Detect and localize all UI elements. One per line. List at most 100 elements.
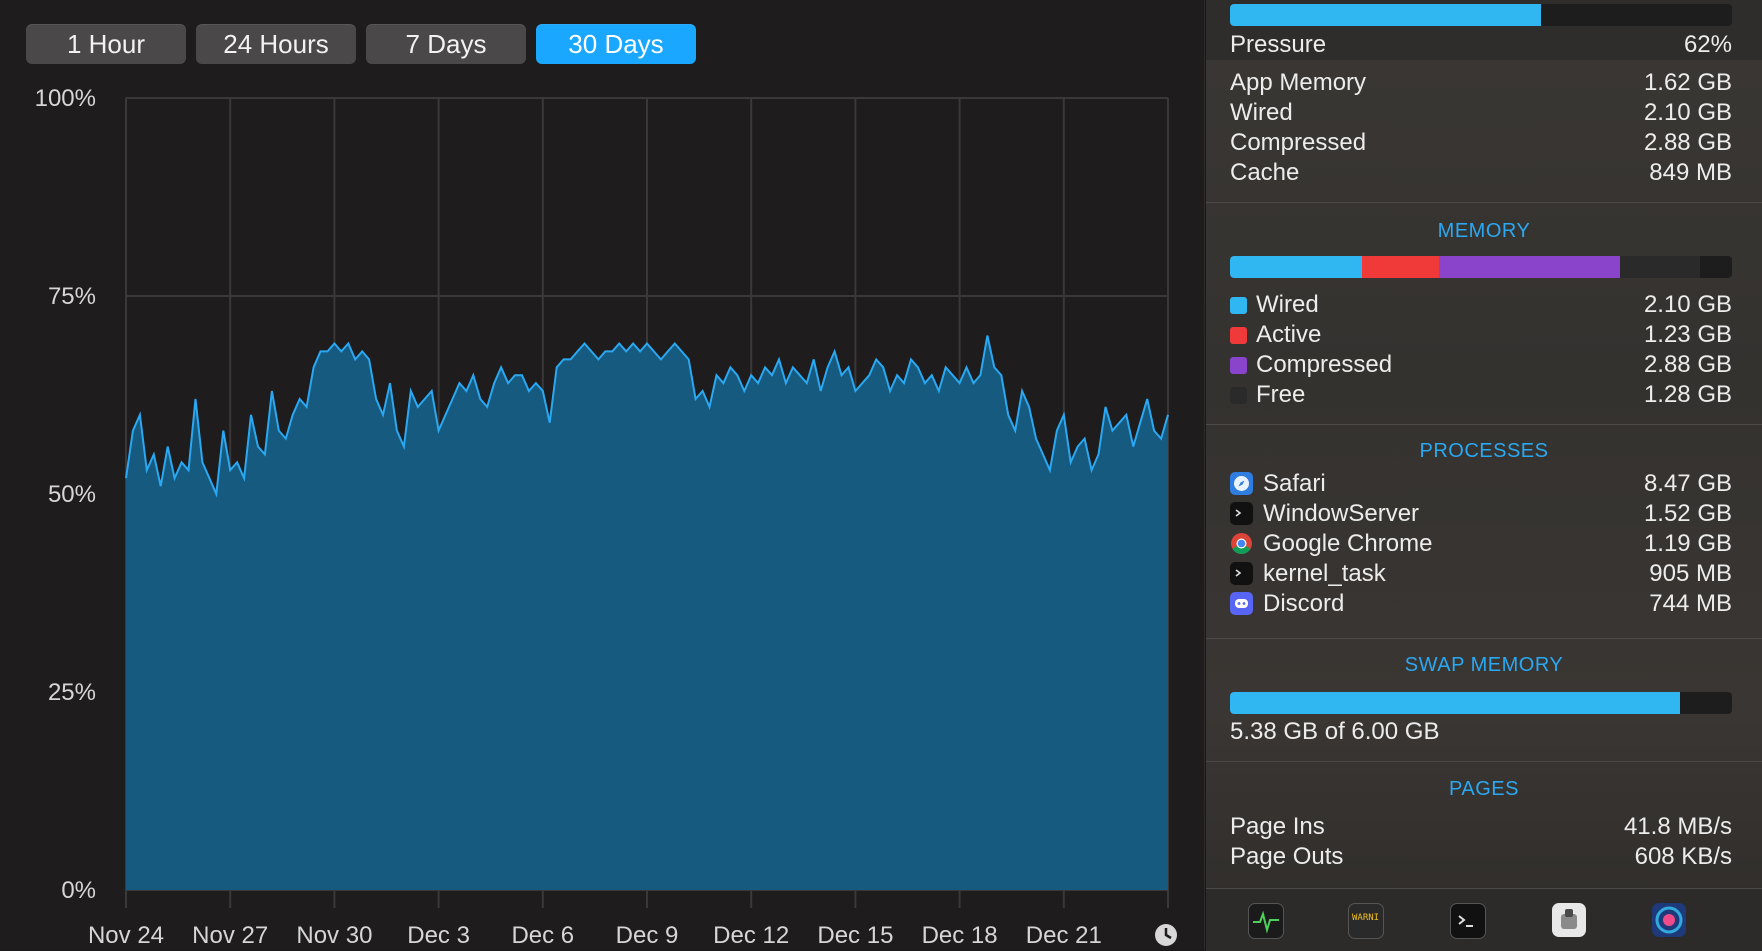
- pressure-row: Pressure 62%: [1230, 30, 1732, 60]
- process-row[interactable]: kernel_task 905 MB: [1230, 559, 1732, 589]
- console-icon[interactable]: WARNI: [1348, 903, 1384, 939]
- x-tick-label: Dec 15: [817, 922, 893, 949]
- pressure-bar-fill: [1230, 4, 1542, 26]
- chrome-icon: [1230, 532, 1253, 555]
- console-icon-text: WARNI: [1352, 913, 1380, 923]
- swap-section-title: SWAP MEMORY: [1404, 654, 1564, 676]
- compressed-swatch: [1230, 357, 1247, 374]
- process-name: Safari: [1263, 470, 1326, 497]
- range-button-1-hour[interactable]: 1 Hour: [26, 24, 186, 64]
- pressure-label: Pressure: [1230, 31, 1327, 58]
- process-name: kernel_task: [1263, 560, 1386, 587]
- memory-breakdown-bar: [1230, 256, 1732, 278]
- summary-row: Wired 2.10 GB: [1230, 98, 1732, 128]
- memory-area-fill: [126, 335, 1168, 891]
- memory-row-active: Active 1.23 GB: [1230, 320, 1732, 350]
- summary-label: Cache: [1230, 159, 1300, 186]
- free-swatch: [1230, 387, 1247, 404]
- process-memory: 905 MB: [1649, 560, 1732, 587]
- x-tick-label: Nov 27: [192, 922, 268, 949]
- divider: [1206, 202, 1762, 203]
- x-tick-label: Dec 18: [922, 922, 998, 949]
- process-memory: 744 MB: [1649, 590, 1732, 617]
- process-row[interactable]: WindowServer 1.52 GB: [1230, 499, 1732, 529]
- memory-section-title: MEMORY: [1437, 220, 1531, 242]
- y-tick-label: 25%: [48, 679, 96, 706]
- activity-monitor-icon[interactable]: [1248, 903, 1284, 939]
- chart-area: [125, 335, 1169, 891]
- memory-value: 2.88 GB: [1643, 351, 1732, 378]
- memory-label: Wired: [1256, 291, 1319, 318]
- swap-usage-text: 5.38 GB of 6.00 GB: [1230, 718, 1440, 745]
- memory-row-compressed: Compressed 2.88 GB: [1230, 350, 1732, 380]
- disk-utility-icon[interactable]: [1552, 903, 1586, 937]
- swap-bar: [1230, 692, 1732, 714]
- divider: [1206, 424, 1762, 425]
- safari-icon: [1230, 472, 1253, 495]
- memory-row-wired: Wired 2.10 GB: [1230, 290, 1732, 320]
- process-name: Discord: [1263, 590, 1345, 617]
- summary-value: 2.88 GB: [1643, 129, 1732, 156]
- pages-section-title: PAGES: [1449, 778, 1519, 800]
- process-row[interactable]: Google Chrome 1.19 GB: [1230, 529, 1732, 559]
- memory-label: Free: [1256, 381, 1306, 408]
- terminal-icon[interactable]: [1450, 903, 1486, 939]
- summary-label: Compressed: [1230, 129, 1367, 156]
- terminal-icon: [1230, 562, 1253, 585]
- page-ins-row: Page Ins 41.8 MB/s: [1230, 812, 1732, 842]
- y-tick-label: 100%: [35, 85, 96, 112]
- divider: [1206, 638, 1762, 639]
- quick-launch-bar: WARNI: [1206, 888, 1762, 951]
- istat-icon[interactable]: [1652, 903, 1686, 937]
- terminal-icon: [1230, 502, 1253, 525]
- process-row[interactable]: Safari 8.47 GB: [1230, 469, 1732, 499]
- summary-label: Wired: [1230, 99, 1293, 126]
- range-button-30-days[interactable]: 30 Days: [536, 24, 696, 64]
- y-tick-label: 0%: [61, 877, 96, 904]
- memory-series-line: [125, 335, 1169, 498]
- memory-label: Compressed: [1256, 351, 1393, 378]
- summary-label: App Memory: [1230, 69, 1367, 96]
- memory-label: Active: [1256, 321, 1322, 348]
- process-row[interactable]: Discord 744 MB: [1230, 589, 1732, 619]
- range-button-24-hours[interactable]: 24 Hours: [196, 24, 356, 64]
- memory-bar-segment: [1361, 256, 1440, 278]
- range-button-7-days[interactable]: 7 Days: [366, 24, 526, 64]
- processes-section-title: PROCESSES: [1419, 440, 1549, 462]
- x-tick-label: Dec 21: [1026, 922, 1102, 949]
- memory-value: 2.10 GB: [1643, 291, 1732, 318]
- memory-value: 1.23 GB: [1643, 321, 1732, 348]
- swap-bar-fill: [1230, 692, 1681, 714]
- memory-stats-panel: Pressure 62% App Memory 1.62 GB Wired 2.…: [1206, 0, 1762, 951]
- summary-value: 1.62 GB: [1643, 69, 1732, 96]
- page-ins-label: Page Ins: [1230, 813, 1325, 840]
- clock-icon[interactable]: [1155, 924, 1177, 946]
- x-tick-label: Nov 24: [88, 922, 164, 949]
- x-tick-label: Dec 12: [713, 922, 789, 949]
- memory-value: 1.28 GB: [1643, 381, 1732, 408]
- page-outs-value: 608 KB/s: [1634, 843, 1732, 870]
- process-memory: 1.19 GB: [1643, 530, 1732, 557]
- active-swatch: [1230, 327, 1247, 344]
- memory-row-free: Free 1.28 GB: [1230, 380, 1732, 410]
- summary-value: 2.10 GB: [1643, 99, 1732, 126]
- x-axis-ticks: Nov 24 Nov 27 Nov 30 Dec 3 Dec 6 Dec 9 Dec 12 D…: [88, 922, 1102, 949]
- page-ins-value: 41.8 MB/s: [1623, 813, 1732, 840]
- memory-bar-segment: [1439, 256, 1620, 278]
- process-memory: 8.47 GB: [1643, 470, 1732, 497]
- y-tick-label: 50%: [48, 481, 96, 508]
- x-tick-label: Dec 9: [616, 922, 679, 949]
- wired-swatch: [1230, 297, 1247, 314]
- summary-row: Compressed 2.88 GB: [1230, 128, 1732, 158]
- x-tick-label: Dec 3: [407, 922, 470, 949]
- discord-icon: [1230, 592, 1253, 615]
- memory-area-chart: 100% 75% 50% 25% 0% Nov 24 Nov 27 Nov 30 Dec 3 D…: [35, 85, 1177, 949]
- memory-bar-segment: [1619, 256, 1701, 278]
- process-name: WindowServer: [1263, 500, 1420, 527]
- pressure-bar: [1230, 4, 1732, 26]
- memory-history-panel: 100% 75% 50% 25% 0% Nov 24 Nov 27 Nov 30 Dec 3 D…: [26, 0, 1205, 950]
- memory-bar-segment: [1230, 256, 1362, 278]
- page-outs-label: Page Outs: [1230, 843, 1344, 870]
- summary-value: 849 MB: [1649, 159, 1732, 186]
- summary-row: Cache 849 MB: [1230, 158, 1732, 188]
